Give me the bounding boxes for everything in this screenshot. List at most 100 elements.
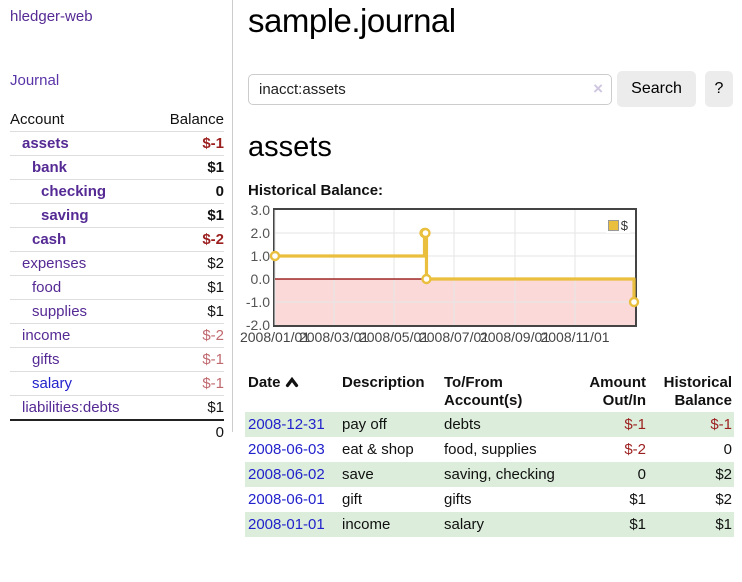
balance-chart: $ 3.0 2.0 1.0 0.0 -1.0 -2.0 2008/01/01 2008/03… (240, 203, 718, 350)
x-axis-tick-label: 2008/03/01 (298, 329, 370, 345)
transaction-accounts: saving, checking (444, 466, 555, 483)
sidebar-item-journal[interactable]: Journal (10, 72, 60, 89)
chart-svg (269, 210, 640, 325)
transaction-date-cell: 2008-06-02 (245, 462, 342, 487)
transactions-header-row: Date Description To/From Account(s) Amou… (245, 372, 734, 412)
transaction-accounts: food, supplies (444, 441, 537, 458)
x-axis-tick-label: 2008/07/01 (418, 329, 490, 345)
transaction-row: 2008-06-02 save saving, checking 0 $2 (245, 462, 734, 487)
transaction-amount: $1 (629, 491, 646, 508)
transaction-amount: 0 (637, 466, 646, 483)
accounts-header-account: Account (10, 108, 154, 132)
account-balance: $-2 (153, 323, 224, 348)
account-link[interactable]: salary (32, 375, 73, 392)
account-row: checking 0 (10, 179, 224, 204)
account-link[interactable]: supplies (32, 303, 88, 320)
search-input[interactable] (248, 73, 612, 105)
accounts-total-value: 0 (153, 419, 224, 444)
account-balance: $1 (153, 203, 224, 228)
x-axis-tick-label: 2008/09/01 (479, 329, 551, 345)
y-axis-tick-label: 1.0 (250, 248, 270, 264)
transaction-balance: $2 (715, 466, 732, 483)
y-axis-tick-label: -1.0 (245, 294, 270, 310)
date-header-label: Date (248, 374, 281, 391)
x-axis-tick-label: 2008/05/01 (358, 329, 430, 345)
account-link[interactable]: assets (22, 135, 69, 152)
column-header-balance[interactable]: Historical Balance (663, 374, 732, 409)
clear-search-icon[interactable]: × (593, 78, 603, 98)
column-header-amount[interactable]: Amount Out/In (589, 374, 646, 409)
y-axis-tick-label: -2.0 (245, 317, 270, 333)
sidebar: hledger-web Journal Account Balance asse… (0, 0, 233, 444)
column-header-description[interactable]: Description (342, 374, 425, 391)
account-row: cash $-2 (10, 227, 224, 252)
account-link[interactable]: saving (41, 207, 89, 224)
sidebar-accounts-body: assets $-1 bank $1 checking 0 saving $1 cash $-2 e… (10, 131, 224, 444)
account-link[interactable]: liabilities:debts (22, 399, 120, 416)
account-link[interactable]: income (22, 327, 71, 344)
transaction-row: 2008-06-03 eat & shop food, supplies $-2 0 (245, 437, 734, 462)
account-link[interactable]: gifts (32, 351, 60, 368)
page-title: sample.journal (248, 2, 456, 39)
x-axis-tick-label: 2008/01/01 (239, 329, 311, 345)
legend-swatch-icon (607, 220, 619, 231)
transaction-date-cell: 2008-01-01 (245, 512, 342, 537)
account-link[interactable]: checking (41, 183, 107, 200)
transaction-date-link[interactable]: 2008-01-01 (248, 516, 325, 533)
transaction-date-link[interactable]: 2008-12-31 (248, 416, 325, 433)
account-balance: $-2 (153, 227, 224, 252)
accounts-total-spacer (10, 419, 154, 444)
transactions-body: 2008-12-31 pay off debts $-1 $-1 2008-06-03 ea… (245, 412, 734, 537)
account-row: expenses $2 (10, 251, 224, 276)
transaction-row: 2008-06-01 gift gifts $1 $2 (245, 487, 734, 512)
transaction-amount: $-2 (624, 441, 646, 458)
account-balance: $1 (153, 299, 224, 324)
search-input-wrap: × (248, 73, 612, 105)
transaction-date-link[interactable]: 2008-06-03 (248, 441, 325, 458)
transaction-description: income (342, 516, 391, 533)
accounts-header-row: Account Balance (10, 108, 224, 132)
account-balance: 0 (153, 179, 224, 204)
chart-legend: $ (605, 218, 630, 233)
transaction-balance: 0 (723, 441, 732, 458)
account-row: gifts $-1 (10, 347, 224, 372)
transaction-balance: $2 (715, 491, 732, 508)
account-link[interactable]: expenses (22, 255, 87, 272)
column-header-date[interactable]: Date (245, 372, 342, 412)
legend-label: $ (620, 218, 628, 233)
chart-plot-area: $ (269, 208, 640, 327)
account-balance: $-1 (153, 371, 224, 396)
transaction-amount: $-1 (624, 416, 646, 433)
account-row: income $-2 (10, 323, 224, 348)
account-balance: $1 (153, 395, 224, 421)
x-axis-tick-label: 2008/11/01 (540, 329, 610, 345)
account-balance: $-1 (153, 347, 224, 372)
transaction-row: 2008-01-01 income salary $1 $1 (245, 512, 734, 537)
column-header-accounts[interactable]: To/From Account(s) (444, 374, 523, 409)
transaction-accounts: salary (444, 516, 485, 533)
y-axis-tick-label: 2.0 (250, 225, 270, 241)
transaction-description: pay off (342, 416, 387, 433)
accounts-table: Account Balance assets $-1 bank $1 checking 0… (10, 108, 224, 444)
help-button[interactable]: ? (705, 71, 733, 107)
account-row: food $1 (10, 275, 224, 300)
transaction-accounts: gifts (444, 491, 472, 508)
account-link[interactable]: bank (32, 159, 68, 176)
transaction-date-cell: 2008-06-01 (245, 487, 342, 512)
transaction-balance: $-1 (710, 416, 732, 433)
chart-heading: Historical Balance: (248, 182, 384, 199)
account-balance: $-1 (153, 131, 224, 156)
y-axis-tick-label: 3.0 (250, 202, 270, 218)
account-balance: $1 (153, 275, 224, 300)
transaction-description: eat & shop (342, 441, 414, 458)
transactions-table: Date Description To/From Account(s) Amou… (245, 372, 734, 537)
transaction-row: 2008-12-31 pay off debts $-1 $-1 (245, 412, 734, 437)
y-axis-tick-label: 0.0 (250, 271, 270, 287)
transaction-date-link[interactable]: 2008-06-01 (248, 491, 325, 508)
account-link[interactable]: cash (32, 231, 67, 248)
account-link[interactable]: food (32, 279, 62, 296)
transaction-date-link[interactable]: 2008-06-02 (248, 466, 325, 483)
search-button[interactable]: Search (617, 71, 696, 107)
account-balance: $1 (153, 155, 224, 180)
app-title-link[interactable]: hledger-web (10, 8, 93, 25)
